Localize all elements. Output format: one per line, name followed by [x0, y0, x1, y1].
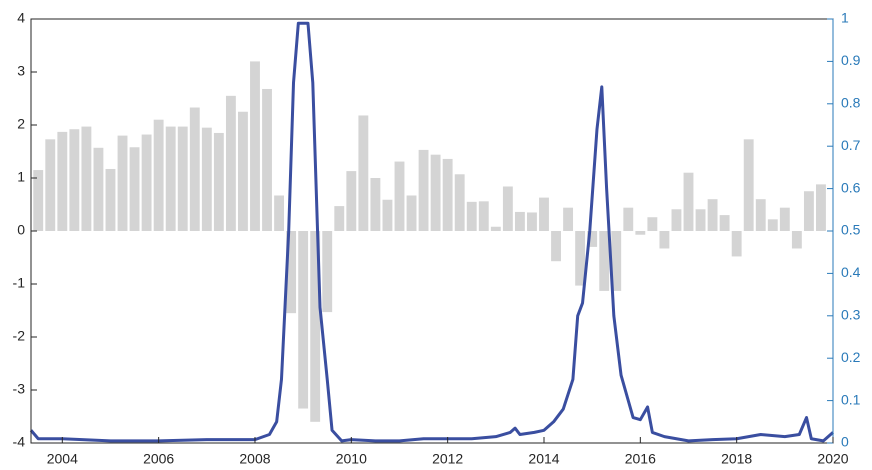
x-tick-label: 2018: [721, 451, 752, 467]
bar: [406, 195, 417, 231]
bar: [370, 178, 381, 231]
bar: [93, 147, 104, 231]
bar: [563, 207, 574, 231]
bar: [719, 215, 730, 231]
x-tick-label: 2014: [528, 451, 559, 467]
bar: [731, 231, 742, 257]
bar: [587, 231, 598, 247]
bar: [322, 231, 333, 313]
bar: [551, 231, 561, 262]
bar: [575, 231, 586, 286]
bar: [105, 168, 116, 231]
y2-tick-label: 0.6: [841, 179, 861, 195]
bar: [635, 231, 646, 235]
bar: [707, 199, 718, 231]
bar: [177, 126, 188, 231]
bar: [274, 195, 285, 231]
y2-tick-label: 0.1: [841, 391, 861, 407]
bar: [527, 212, 537, 231]
x-tick-label: 2020: [817, 451, 848, 467]
bar: [213, 132, 224, 231]
x-tick-label: 2008: [239, 451, 270, 467]
bar: [153, 119, 164, 231]
y-tick-label: 0: [17, 222, 25, 238]
y-tick-label: 1: [17, 169, 25, 185]
bar: [358, 115, 369, 231]
bar: [165, 126, 176, 231]
bar: [129, 147, 140, 231]
bar: [33, 170, 44, 231]
y-tick-label: 4: [17, 10, 25, 26]
bar: [671, 209, 682, 231]
bar: [442, 158, 453, 231]
bar: [418, 149, 429, 231]
bar: [225, 95, 236, 231]
bar: [599, 231, 610, 291]
bar: [394, 161, 405, 231]
y2-tick-label: 0.8: [841, 95, 861, 111]
bar: [611, 231, 622, 291]
x-tick-label: 2012: [432, 451, 463, 467]
bar: [502, 186, 513, 231]
bar: [298, 231, 309, 409]
bar: [45, 139, 56, 231]
bar: [683, 172, 694, 231]
y2-tick-label: 0.7: [841, 137, 861, 153]
bar: [201, 127, 212, 231]
y2-tick-label: 0.4: [841, 264, 861, 280]
bar: [623, 207, 634, 231]
bar: [117, 135, 128, 231]
y2-tick-label: 0.3: [841, 307, 861, 323]
bar: [430, 154, 441, 231]
x-tick-label: 2016: [625, 451, 656, 467]
y-tick-label: -4: [13, 434, 26, 450]
bar: [334, 206, 345, 231]
bar: [791, 231, 802, 249]
bar: [803, 191, 814, 231]
bar: [189, 107, 200, 231]
y-tick-label: 3: [17, 63, 25, 79]
y2-tick-label: 1: [841, 10, 849, 26]
bar: [779, 207, 790, 231]
y2-tick-label: 0.2: [841, 349, 861, 365]
x-tick-label: 2010: [336, 451, 367, 467]
bar: [310, 231, 321, 422]
y2-tick-label: 0.9: [841, 52, 861, 68]
bar: [57, 131, 68, 231]
bar: [286, 231, 297, 314]
bar: [647, 217, 658, 231]
bar: [743, 139, 754, 231]
y-tick-label: 2: [17, 116, 25, 132]
bar: [478, 201, 489, 231]
line: [29, 21, 834, 443]
y2-tick-label: 0.5: [841, 222, 861, 238]
bar: [346, 171, 357, 231]
x-tick-label: 2004: [47, 451, 78, 467]
bar: [755, 199, 766, 231]
bar: [767, 219, 778, 231]
y-tick-label: -2: [13, 328, 26, 344]
bar: [141, 134, 152, 231]
bar: [69, 129, 80, 231]
y2-tick-label: 0: [841, 434, 849, 450]
bar: [466, 201, 477, 231]
y-tick-label: -3: [13, 381, 26, 397]
bar: [659, 231, 670, 249]
bar: [454, 174, 465, 231]
bar: [238, 111, 248, 231]
x-tick-label: 2006: [143, 451, 174, 467]
bar: [539, 197, 549, 231]
y-tick-label: -1: [13, 275, 26, 291]
bar: [250, 61, 260, 232]
bar: [81, 126, 92, 231]
bar: [514, 211, 525, 231]
bar: [816, 184, 826, 231]
bar: [490, 226, 501, 231]
bar: [695, 209, 706, 231]
bar: [262, 88, 272, 232]
bar: [382, 199, 393, 231]
